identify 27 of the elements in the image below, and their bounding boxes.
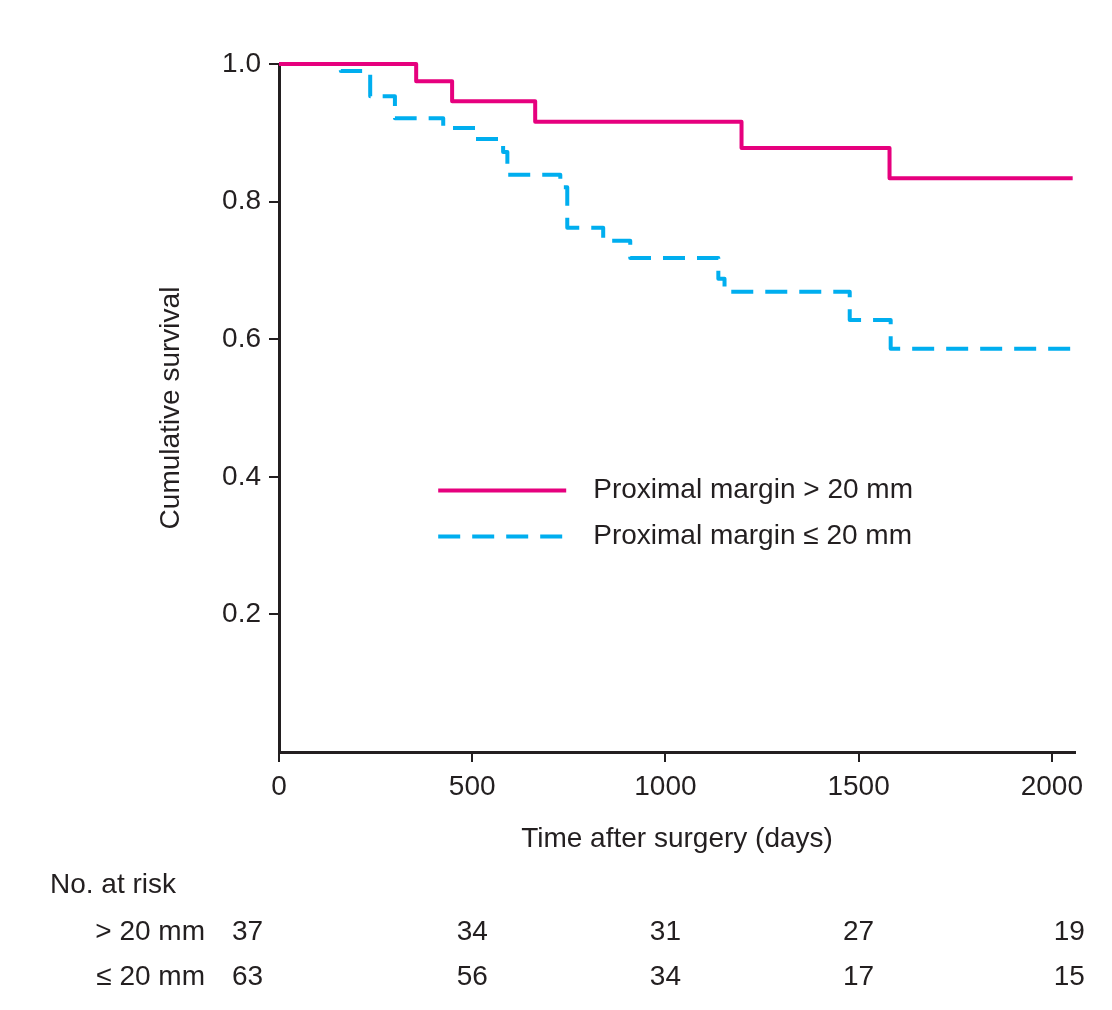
- y-tick-label: 0.2: [222, 597, 261, 629]
- text: 63: [232, 959, 264, 991]
- y-tick-label: 0.8: [222, 184, 261, 216]
- text: 19: [1053, 914, 1085, 946]
- text: > 20 mm: [95, 914, 205, 946]
- legend-label: Proximal margin ≤ 20 mm: [593, 519, 912, 551]
- x-tick-label: 0: [271, 769, 287, 801]
- x-tick-label: 1000: [634, 769, 697, 801]
- legend-label: Proximal margin > 20 mm: [593, 473, 913, 505]
- text: 56: [456, 959, 488, 991]
- text: 27: [843, 914, 875, 946]
- text: No. at risk: [50, 867, 178, 899]
- x-tick-label: 2000: [1020, 769, 1083, 801]
- x-tick-label: 500: [448, 769, 496, 801]
- y-tick-label: 0.4: [222, 459, 261, 491]
- y-tick-label: 0.6: [222, 321, 261, 353]
- y-tick-label: 1.0: [222, 46, 261, 78]
- y-axis-title: Cumulative survival: [153, 286, 185, 530]
- text: 15: [1053, 959, 1085, 991]
- text: 34: [649, 959, 681, 991]
- text: 31: [649, 914, 681, 946]
- text: ≤ 20 mm: [96, 959, 205, 991]
- x-tick-label: 1500: [827, 769, 890, 801]
- text: 17: [843, 959, 875, 991]
- text: 37: [232, 914, 264, 946]
- text: 34: [456, 914, 488, 946]
- x-axis-title: Time after surgery (days): [521, 821, 833, 853]
